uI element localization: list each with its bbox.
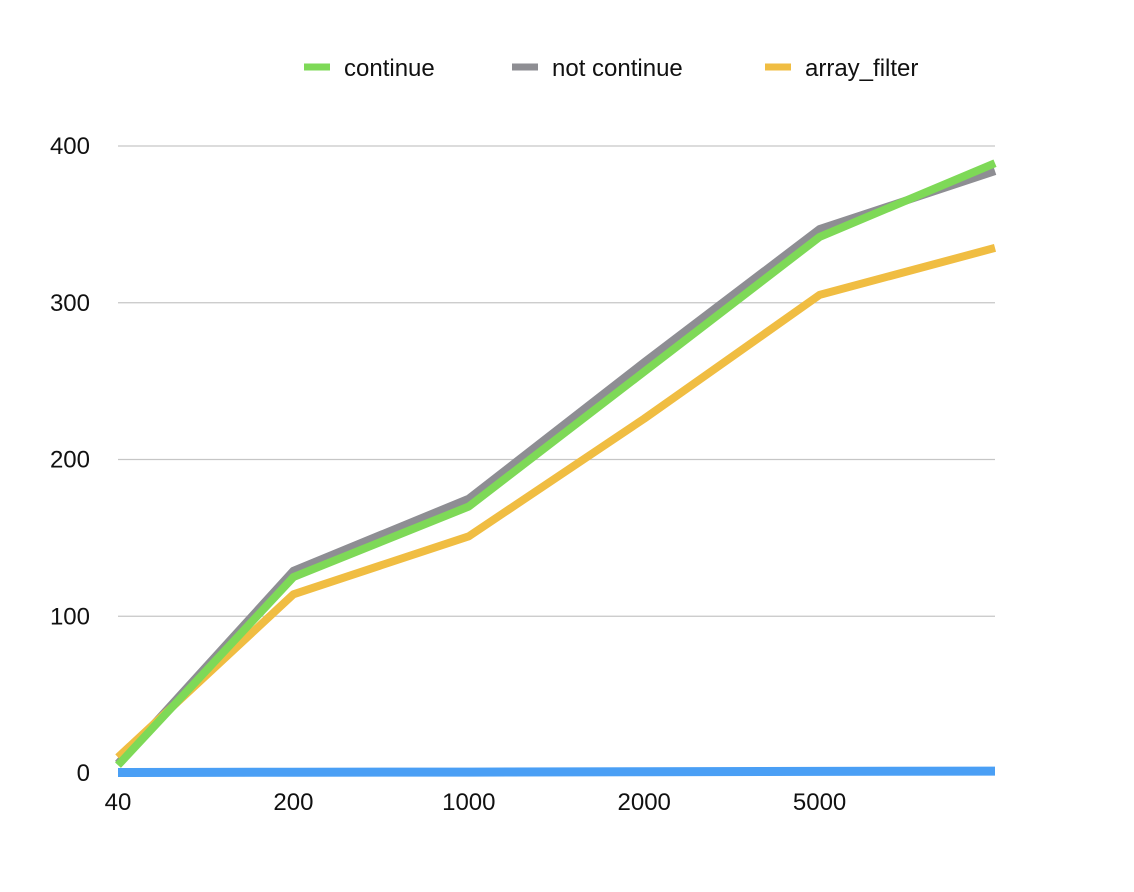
x-axis-tick-labels: 40 200 1000 2000 5000 (105, 789, 847, 816)
y-tick-label: 400 (50, 133, 90, 160)
x-tick-label: 2000 (618, 789, 671, 816)
legend-label: array_filter (805, 55, 918, 82)
legend-item: not continue (512, 55, 683, 82)
y-tick-label: 200 (50, 447, 90, 474)
series-line-array-filter (115, 244, 997, 761)
series-line-unlabeled (117, 766, 996, 777)
legend-label: not continue (552, 55, 683, 82)
x-tick-label: 200 (273, 789, 313, 816)
chart-series (115, 159, 997, 777)
x-tick-label: 40 (105, 789, 132, 816)
y-tick-label: 300 (50, 290, 90, 317)
x-tick-label: 1000 (442, 789, 495, 816)
x-tick-label: 5000 (793, 789, 846, 816)
legend-item: continue (304, 55, 435, 82)
chart-legend: continue not continue array_filter (304, 55, 918, 82)
series-line-continue (115, 159, 997, 768)
series-line-not-continue (115, 167, 997, 767)
legend-item: array_filter (765, 55, 918, 82)
y-tick-label: 100 (50, 603, 90, 630)
y-axis-tick-labels: 0 100 200 300 400 (50, 133, 90, 787)
legend-label: continue (344, 55, 435, 82)
y-tick-label: 0 (77, 760, 90, 787)
